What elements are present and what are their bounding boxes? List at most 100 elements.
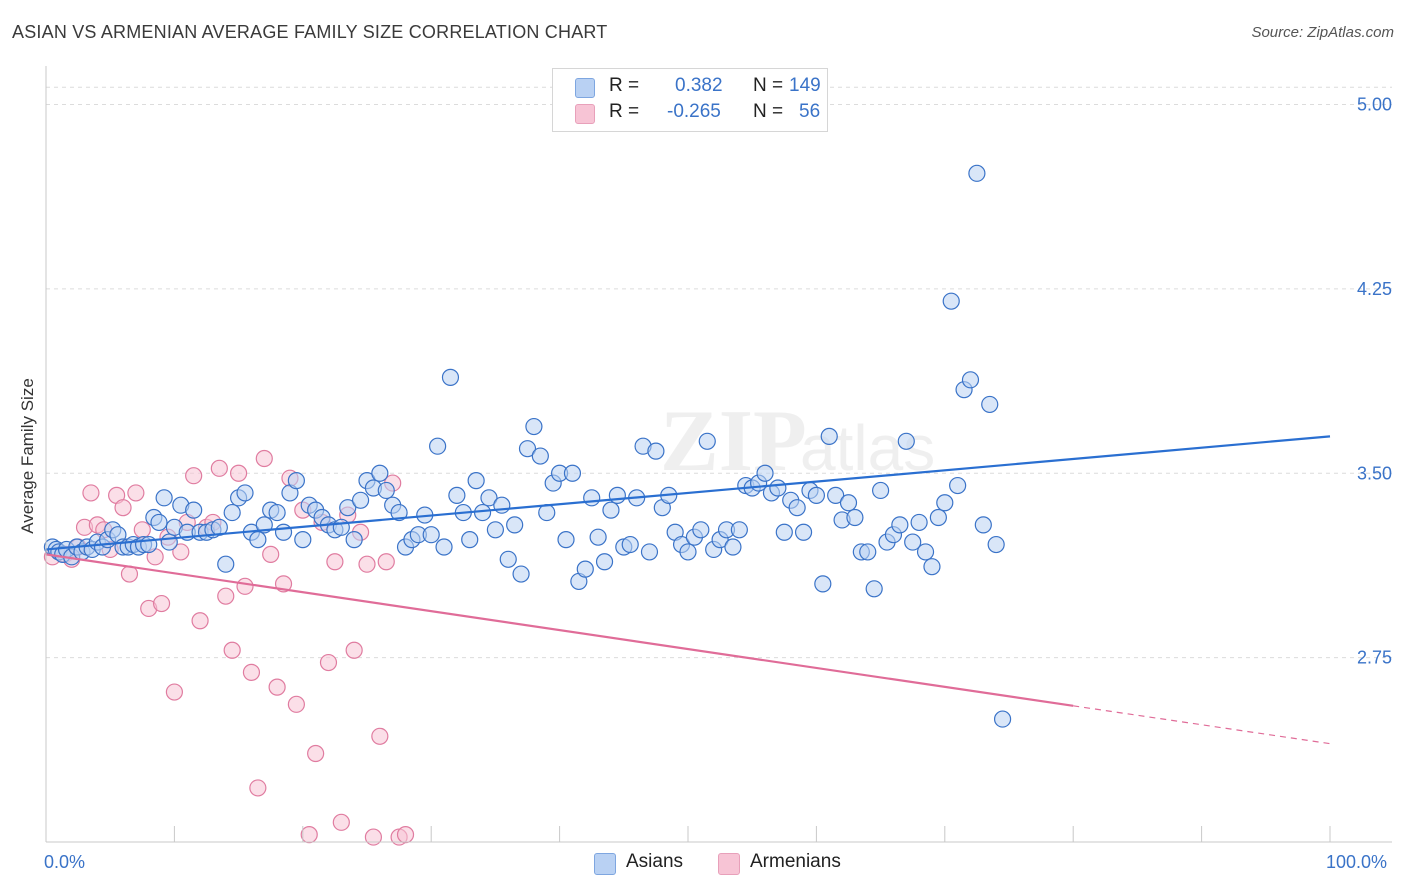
y-tick-label: 2.75 [1357, 648, 1392, 668]
asians-point [794, 523, 813, 541]
asians-point [608, 486, 626, 504]
r-value: 0.382 [675, 75, 723, 96]
armenians-point [152, 594, 171, 613]
armenians-point [223, 641, 241, 659]
asians-point [268, 503, 286, 522]
asians-point [351, 491, 370, 509]
asians-point [871, 481, 890, 500]
asians-point [480, 489, 498, 507]
asians-point [640, 543, 659, 561]
asians-point [595, 553, 614, 571]
asians-point [621, 535, 639, 554]
armenians-point [287, 695, 305, 713]
armenians-point [185, 467, 203, 485]
asians-point [486, 521, 504, 539]
asians-point [974, 516, 992, 534]
armenians-point [358, 555, 376, 573]
armenians-point [326, 553, 344, 571]
armenians-point [217, 587, 235, 605]
armenians-swatch [575, 104, 595, 124]
armenians-legend-swatch [718, 853, 740, 875]
asians-point [949, 476, 967, 495]
asians-point [891, 516, 909, 534]
watermark-atlas: atlas [800, 412, 935, 484]
armenians-point [396, 826, 415, 844]
asians-point [371, 464, 389, 482]
asians-point [968, 164, 986, 182]
armenians-point [307, 744, 325, 763]
n-label: N = [753, 75, 784, 96]
asians-point [518, 440, 537, 458]
asians-point [525, 417, 543, 436]
asians-point [210, 518, 228, 536]
asians-point [441, 368, 460, 386]
grid-layer [46, 86, 1392, 659]
armenians-point [133, 521, 151, 539]
asians-point [730, 521, 748, 539]
n-value: 56 [799, 101, 821, 122]
asians-point [923, 558, 941, 576]
asians-point [942, 292, 960, 310]
armenians-point [371, 727, 389, 745]
asians-point [150, 513, 168, 532]
r-value: -0.265 [667, 101, 721, 122]
asians-point [698, 432, 716, 450]
asians-point [910, 513, 928, 532]
asians-point [274, 523, 293, 541]
asians-point [155, 489, 173, 507]
asians-point [506, 516, 524, 534]
asians-point [422, 526, 440, 544]
n-label: N = [753, 101, 784, 122]
asians-point [961, 371, 980, 389]
y-tick-label: 3.50 [1357, 463, 1392, 483]
asians-point [987, 535, 1005, 554]
asians-point [679, 543, 697, 561]
asians-point [160, 533, 178, 551]
asians-point [332, 518, 350, 536]
armenians-point [268, 678, 286, 696]
armenians-point [255, 449, 273, 468]
asians-point [345, 531, 363, 549]
asians-point [499, 550, 517, 568]
asians-point [185, 501, 203, 519]
armenians-point [114, 499, 132, 517]
asians-point [929, 508, 947, 527]
armenians-point [249, 779, 267, 797]
axes-layer: 2.75 3.50 4.25 5.00 [45, 66, 1392, 843]
asians-point [897, 432, 915, 450]
asians-point [724, 538, 742, 556]
asians-point [294, 531, 312, 549]
asians-point [339, 499, 357, 517]
armenians-point [172, 543, 190, 561]
asians-point [576, 560, 594, 578]
asians-point [602, 501, 620, 519]
asians-point [390, 503, 408, 522]
armenians-point [262, 545, 280, 563]
asians-point [467, 472, 485, 490]
armenians-point [82, 484, 100, 502]
r-label: R = [609, 75, 640, 96]
asians-point [756, 464, 774, 482]
armenians-point [236, 577, 254, 595]
chart-title: ASIAN VS ARMENIAN AVERAGE FAMILY SIZE CO… [12, 22, 608, 42]
asians-point [692, 521, 710, 539]
asians-point [531, 447, 549, 465]
asians-point [557, 531, 575, 549]
armenians-point [377, 553, 395, 571]
armenians-point [191, 612, 209, 630]
x-tick-label-min: 0.0% [44, 852, 86, 872]
n-value: 149 [789, 75, 821, 96]
asians-point [788, 499, 806, 517]
asians-point [846, 508, 864, 527]
asians-point [223, 503, 241, 522]
trend-lines [45, 435, 1331, 745]
asians-point [904, 533, 922, 551]
asians-point [936, 494, 954, 512]
asians-point [859, 543, 877, 561]
asians-point [865, 580, 883, 598]
source-credit: Source: ZipAtlas.com [1251, 24, 1394, 41]
asians-point [249, 531, 267, 549]
armenians-point [300, 826, 318, 844]
y-tick-label: 4.25 [1357, 279, 1392, 299]
